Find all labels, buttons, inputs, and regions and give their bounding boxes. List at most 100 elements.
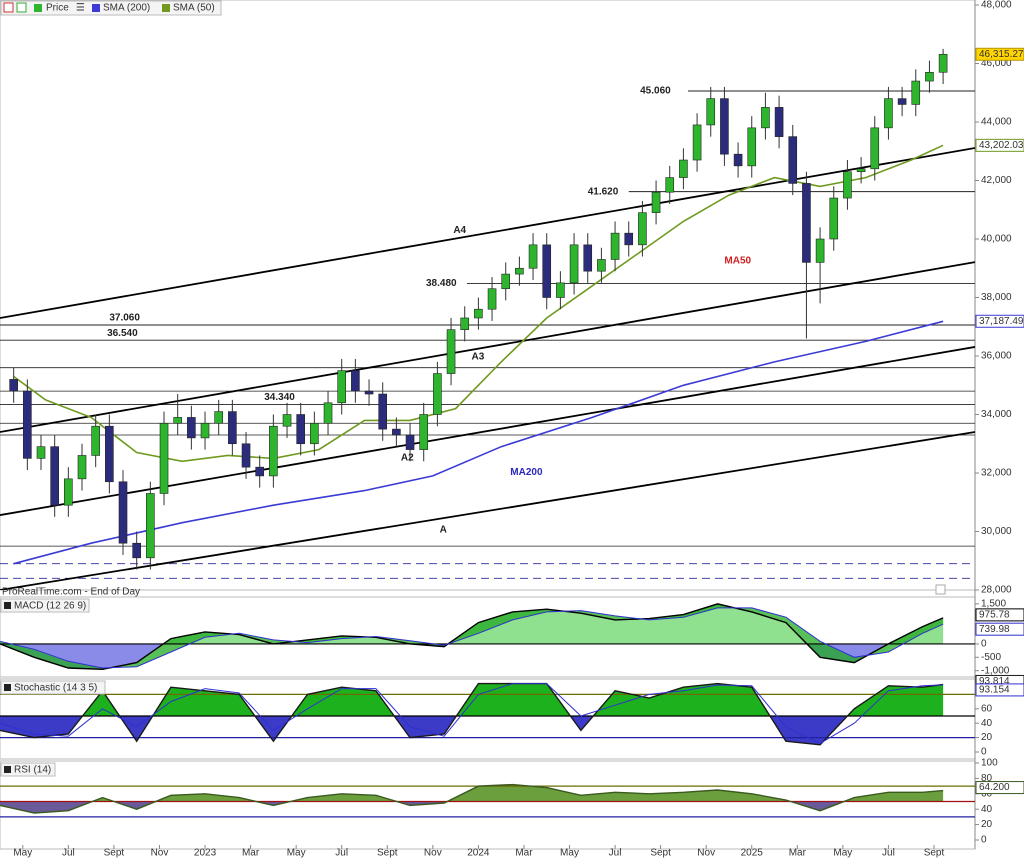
oscillator-line: [0, 682, 944, 746]
candle-body: [77, 455, 87, 480]
tool-icon[interactable]: [3, 2, 14, 13]
header-box: [0, 762, 56, 777]
x-tick-label: 2023: [194, 848, 217, 859]
x-tick-label: May: [287, 848, 306, 859]
y-tick-label: 44,000: [981, 117, 1012, 128]
level-label: 34.340: [264, 392, 295, 403]
candle-body: [118, 481, 128, 544]
header-icon: [4, 602, 11, 609]
candle-body: [856, 168, 866, 173]
legend-swatch: [162, 4, 170, 12]
y-tick-label: 38,000: [981, 292, 1012, 303]
source-note: ProRealTime.com - End of Day: [2, 587, 140, 598]
header-icon: [4, 684, 11, 691]
candle-body: [624, 232, 634, 246]
y-tick-label: 40: [981, 804, 993, 815]
y-tick-label: 1,500: [981, 599, 1006, 610]
candle-body: [159, 422, 169, 494]
legend-label: SMA (200): [103, 3, 150, 14]
candle-body: [556, 282, 565, 298]
y-tick-label: 30,000: [981, 526, 1012, 537]
signal-band: [0, 603, 944, 670]
x-tick-label: Nov: [697, 848, 715, 859]
info-icon[interactable]: [935, 584, 946, 595]
x-tick-label: Mar: [515, 848, 533, 859]
candle-body: [597, 259, 606, 272]
candle-body: [938, 53, 948, 73]
level-label: 37.060: [109, 313, 140, 324]
last-value-label: 93.814: [979, 676, 1010, 687]
x-tick-label: Sept: [650, 848, 671, 859]
candle-body: [747, 127, 757, 167]
last-value-box: [975, 47, 1024, 61]
y-tick-label: 40,000: [981, 234, 1012, 245]
x-tick-label: Jul: [62, 848, 75, 859]
candle-body: [50, 446, 59, 506]
candle-body: [610, 232, 620, 260]
y-tick-label: -500: [981, 652, 1001, 663]
oscillator-line: [0, 607, 944, 669]
candle-body: [446, 329, 456, 374]
candle-body: [815, 238, 825, 263]
candle-body: [515, 267, 524, 275]
oscillator-line: [0, 603, 944, 671]
last-value-box: [975, 781, 1024, 795]
level-label: 38.480: [426, 278, 457, 289]
x-tick-label: Sept: [924, 848, 945, 859]
oscillator-line: [0, 683, 944, 744]
candle-body: [419, 414, 429, 450]
candle-body: [528, 244, 538, 269]
panel-title: Stochastic (14 3 5): [14, 683, 97, 694]
last-value-label: 37,187.49: [979, 316, 1024, 327]
candle-body: [474, 308, 483, 319]
x-tick-label: 2024: [467, 848, 490, 859]
x-tick-label: 2025: [741, 848, 764, 859]
legend: Price ☰ SMA (200) SMA (50): [0, 0, 222, 16]
candle-body: [692, 124, 702, 161]
x-tick-label: May: [13, 848, 32, 859]
tool-icon[interactable]: [16, 2, 27, 13]
trend-label: A2: [401, 453, 414, 464]
candle-body: [269, 425, 278, 477]
candle-body: [132, 542, 141, 559]
candle-body: [638, 212, 647, 246]
y-tick-label: 36,000: [981, 351, 1012, 362]
last-value-label: 975.78: [979, 610, 1010, 621]
oscillator-line: [0, 783, 944, 814]
candle-body: [433, 373, 442, 415]
candle-body: [405, 434, 415, 450]
candle-body: [911, 80, 921, 105]
candle-body: [870, 127, 880, 170]
panel-title: RSI (14): [14, 765, 51, 776]
panel-header: MACD (12 26 9) Stochastic (14 3 5) RSI (…: [0, 598, 106, 777]
candle-body: [241, 443, 251, 468]
legend-label: Price: [46, 3, 69, 14]
x-tick-label: Sept: [377, 848, 398, 859]
y-tick-label: 0: [981, 747, 987, 758]
last-value-label: 46,315.27: [979, 49, 1024, 60]
candle-body: [173, 417, 182, 424]
candle-body: [364, 390, 374, 395]
candle-body: [214, 411, 223, 424]
trend-line: [0, 261, 975, 433]
x-tick-label: Jul: [882, 848, 895, 859]
x-tick-label: Jul: [609, 848, 622, 859]
level-label: 36.540: [107, 328, 138, 339]
y-tick-label: 100: [981, 758, 998, 769]
sma-line: [13, 320, 944, 565]
candle-body: [802, 183, 811, 263]
candle-body: [187, 417, 196, 439]
last-value-box: [975, 608, 1024, 622]
x-tick-label: Mar: [242, 848, 260, 859]
trend-line: [0, 147, 975, 319]
header-box: [0, 680, 106, 695]
candle-body: [925, 71, 934, 82]
x-tick-label: Nov: [424, 848, 442, 859]
candle-body: [351, 370, 360, 392]
candle-body: [761, 107, 770, 129]
legend-swatch: [92, 4, 100, 12]
candle-body: [569, 244, 579, 284]
candle-body: [679, 159, 688, 178]
candle-body: [64, 478, 73, 506]
x-tick-label: Jul: [335, 848, 348, 859]
